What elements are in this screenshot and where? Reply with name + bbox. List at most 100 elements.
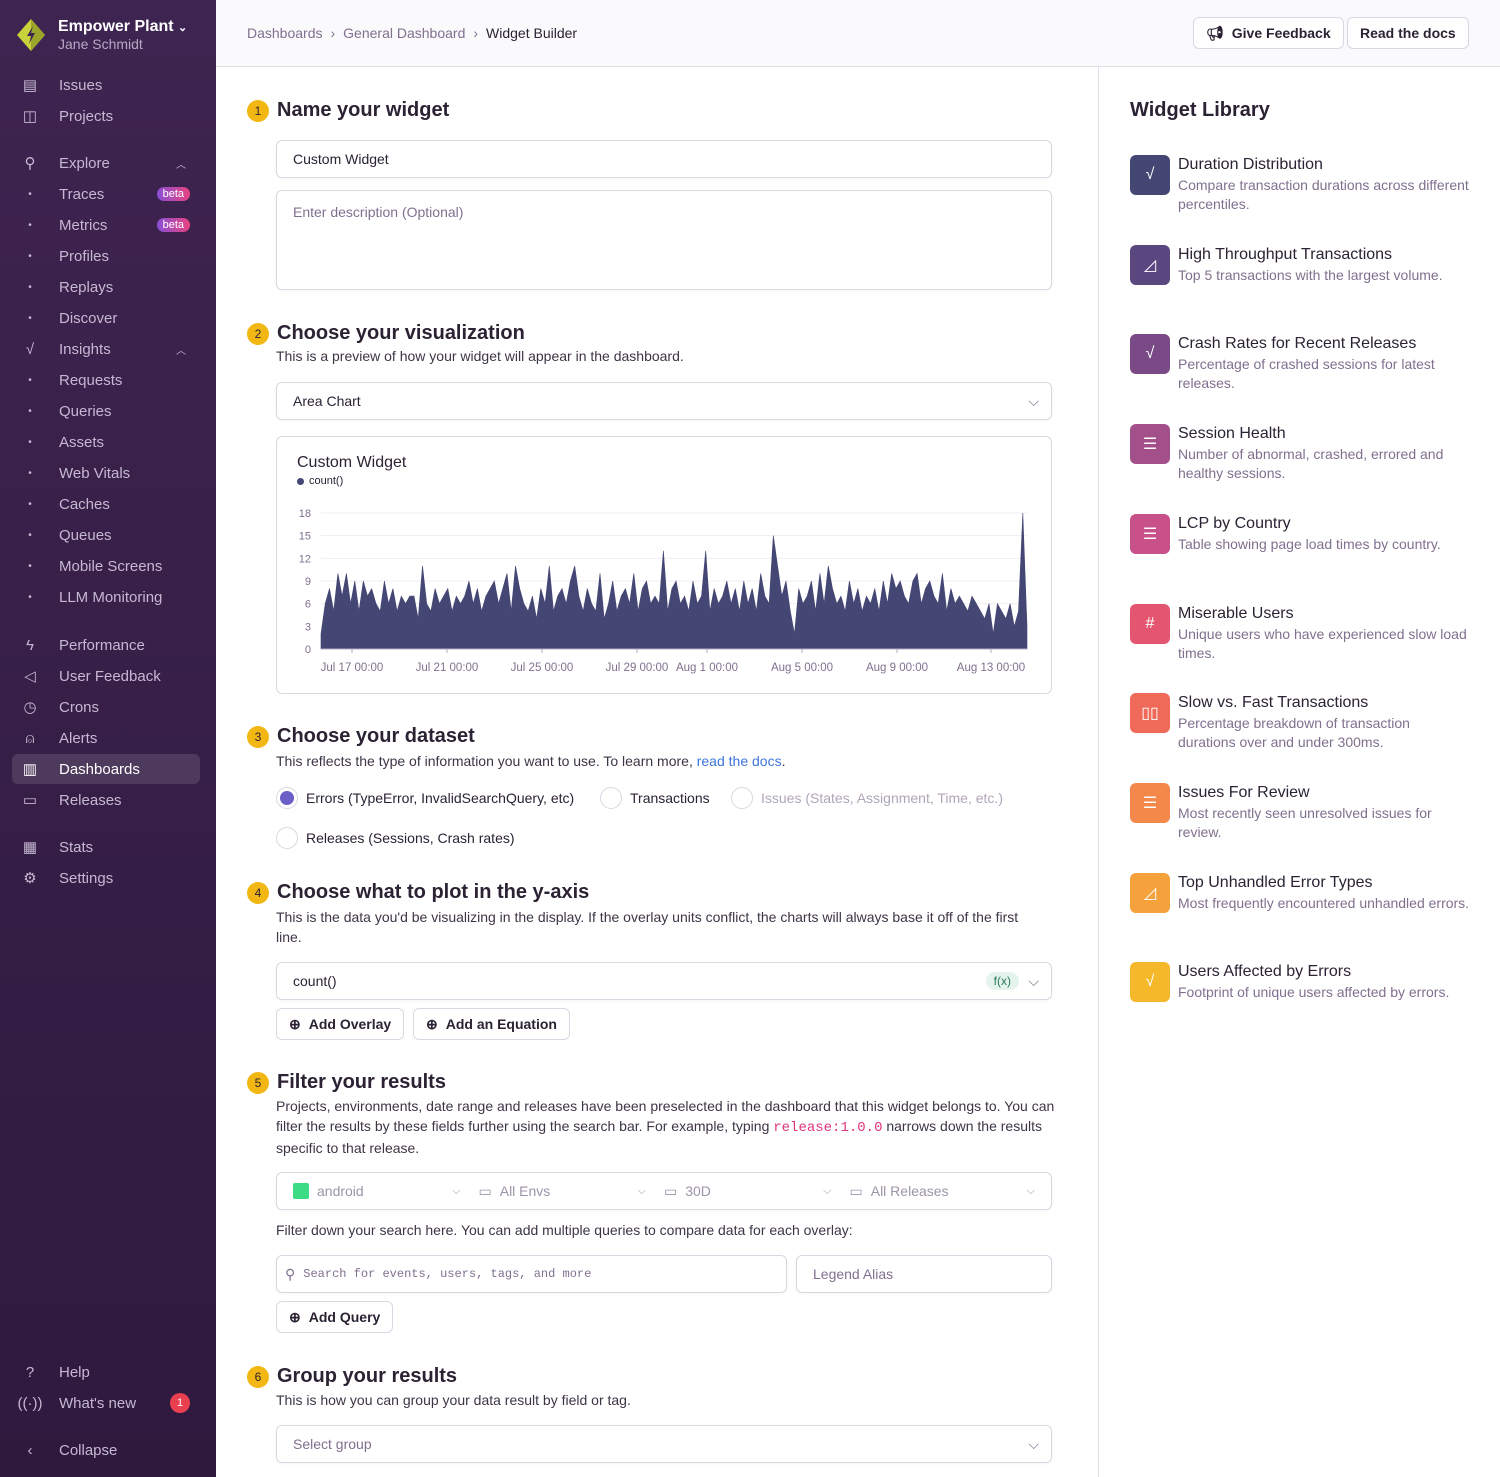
- library-item[interactable]: ◿ Top Unhandled Error Types Most frequentl…: [1130, 872, 1470, 913]
- step-2-header: 2 Choose your visualization: [247, 322, 525, 345]
- library-item[interactable]: ☰ Session Health Number of abnormal, crash…: [1130, 424, 1470, 483]
- breadcrumb-dashboards[interactable]: Dashboards: [247, 25, 323, 41]
- search-input[interactable]: ⚲ Search for events, users, tags, and mor…: [276, 1255, 787, 1293]
- library-item-name: Slow vs. Fast Transactions: [1178, 694, 1369, 712]
- add-query-button[interactable]: ⊕ Add Query: [276, 1301, 394, 1333]
- sidebar-item-performance[interactable]: ϟ Performance: [12, 630, 200, 660]
- number-icon: #: [1130, 603, 1170, 644]
- legend-dot: [297, 477, 304, 485]
- sidebar-item-replays[interactable]: • Replays: [12, 272, 200, 302]
- bullet-icon: •: [28, 250, 32, 262]
- sidebar-item-dashboards[interactable]: ▥ Dashboards: [12, 754, 200, 784]
- bullet-icon: •: [28, 467, 32, 479]
- library-item[interactable]: ☰ LCP by Country Table showing page load t…: [1130, 513, 1470, 554]
- widget-description-input[interactable]: Enter description (Optional): [276, 190, 1052, 290]
- sidebar-item-queries[interactable]: • Queries: [12, 396, 200, 426]
- group-by-select[interactable]: Select group ⌵: [276, 1425, 1052, 1463]
- sidebar-item-metrics[interactable]: • Metrics beta: [12, 210, 200, 240]
- dataset-issues-radio[interactable]: Issues (States, Assignment, Time, etc.): [731, 787, 1003, 809]
- library-item[interactable]: √ Duration Distribution Compare transactio…: [1130, 155, 1470, 214]
- read-docs-button[interactable]: Read the docs: [1347, 17, 1469, 49]
- sidebar-item-settings[interactable]: ⚙ Settings: [12, 863, 200, 893]
- y-tick-label: 15: [299, 531, 311, 543]
- window-icon: ▭: [478, 1182, 492, 1199]
- add-circle-icon: ⊕: [426, 1015, 438, 1032]
- org-switcher[interactable]: Empower Plant ⌄ Jane Schmidt: [16, 18, 187, 52]
- sidebar-item-user-feedback[interactable]: ◁ User Feedback: [12, 661, 200, 691]
- add-overlay-button[interactable]: ⊕ Add Overlay: [276, 1008, 405, 1040]
- gear-icon: ⚙: [23, 870, 37, 887]
- widget-name-input[interactable]: Custom Widget: [276, 140, 1052, 178]
- bullet-icon: •: [28, 436, 32, 448]
- sidebar-item-releases[interactable]: ▭ Releases: [12, 785, 200, 815]
- y-tick-label: 12: [299, 553, 311, 565]
- dataset-transactions-radio[interactable]: Transactions: [600, 787, 710, 809]
- release-filter[interactable]: ▭ All Releases ⌵: [849, 1182, 1036, 1200]
- project-filter[interactable]: android ⌵: [293, 1183, 479, 1199]
- library-item[interactable]: ☰ Issues For Review Most recently seen unr…: [1130, 782, 1470, 842]
- sidebar-item-label: LLM Monitoring: [59, 588, 163, 606]
- library-item[interactable]: √ Crash Rates for Recent Releases Percenta…: [1130, 334, 1470, 393]
- calendar-icon: ▭: [664, 1182, 678, 1199]
- library-item-name: Users Affected by Errors: [1178, 963, 1352, 981]
- y-tick-label: 18: [299, 508, 311, 520]
- give-feedback-button[interactable]: 📢︎ Give Feedback: [1193, 17, 1344, 49]
- chevron-up-icon: ︿: [176, 159, 186, 171]
- dataset-errors-radio[interactable]: Errors (TypeError, InvalidSearchQuery, e…: [276, 787, 574, 809]
- environment-filter[interactable]: ▭ All Envs ⌵: [478, 1182, 647, 1200]
- library-item[interactable]: √ Users Affected by Errors Footprint of un…: [1130, 962, 1470, 1003]
- stats-icon: ▦: [22, 839, 38, 856]
- y-axis-field-select[interactable]: count() f(x) ⌵: [276, 962, 1052, 1000]
- step-6-desc: This is how you can group your data resu…: [276, 1392, 631, 1408]
- sidebar-item-mobile-screens[interactable]: • Mobile Screens: [12, 551, 200, 581]
- add-equation-button[interactable]: ⊕ Add an Equation: [413, 1008, 570, 1040]
- projects-icon: ◫: [22, 108, 38, 125]
- library-item-desc: Table showing page load times by country…: [1178, 535, 1441, 552]
- visualization-select[interactable]: Area Chart ⌵: [276, 382, 1052, 420]
- sidebar-item-profiles[interactable]: • Profiles: [12, 241, 200, 271]
- area-chart: 0 3 6 9 12 15 18 Jul 17 00:00 Jul 21 00:00 Jul 25…: [299, 508, 1028, 674]
- read-docs-link[interactable]: read the docs: [696, 753, 782, 769]
- x-tick-label: Aug 5 00:00: [771, 662, 833, 674]
- legend-alias-input[interactable]: Legend Alias: [796, 1255, 1052, 1293]
- page-filters-bar: android ⌵ ▭ All Envs ⌵ ▭ 30D ⌵ ▭ All Releases ⌵: [276, 1172, 1052, 1210]
- sidebar-item-assets[interactable]: • Assets: [12, 427, 200, 457]
- sidebar-item-collapse[interactable]: ‹ Collapse: [12, 1435, 200, 1465]
- breadcrumb: Dashboards › General Dashboard › Widget Bu…: [247, 25, 578, 41]
- sidebar-item-queues[interactable]: • Queues: [12, 520, 200, 550]
- library-item-desc: Percentage of crashed sessions for lates…: [1178, 356, 1435, 392]
- sidebar-item-label: What's new: [59, 1394, 137, 1412]
- sidebar-item-insights[interactable]: √ Insights ︿: [12, 334, 200, 364]
- step-3-desc: This reflects the type of information yo…: [276, 753, 786, 769]
- sidebar-item-help[interactable]: ? Help: [12, 1357, 200, 1387]
- sidebar: Empower Plant ⌄ Jane Schmidt ▤ Issues ◫ Pro…: [0, 0, 216, 1477]
- library-item-name: Top Unhandled Error Types: [1178, 873, 1373, 891]
- table-icon: ☰: [1130, 513, 1170, 554]
- sidebar-item-requests[interactable]: • Requests: [12, 365, 200, 395]
- android-icon: [293, 1183, 309, 1199]
- sidebar-item-what-s-new[interactable]: ((·)) What's new 1: [12, 1388, 200, 1418]
- library-item[interactable]: ▯▯ Slow vs. Fast Transactions Percentage b…: [1130, 693, 1470, 752]
- sidebar-item-traces[interactable]: • Traces beta: [12, 179, 200, 209]
- step-5-header: 5 Filter your results: [247, 1071, 446, 1094]
- sidebar-item-label: Replays: [59, 278, 114, 296]
- sidebar-item-stats[interactable]: ▦ Stats: [12, 832, 200, 862]
- sidebar-item-explore[interactable]: ⚲ Explore ︿: [12, 148, 200, 178]
- library-item[interactable]: # Miserable Users Unique users who have ex…: [1130, 603, 1470, 663]
- area-chart-icon: ◿: [1130, 244, 1170, 285]
- breadcrumb-general-dashboard[interactable]: General Dashboard: [343, 25, 466, 41]
- sidebar-item-label: Profiles: [59, 247, 110, 265]
- sidebar-item-llm-monitoring[interactable]: • LLM Monitoring: [12, 582, 200, 612]
- sidebar-item-projects[interactable]: ◫ Projects: [12, 101, 200, 131]
- library-item[interactable]: ◿ High Throughput Transactions Top 5 trans…: [1130, 244, 1470, 285]
- sidebar-item-alerts[interactable]: ⍝ Alerts: [12, 723, 200, 753]
- sidebar-item-caches[interactable]: • Caches: [12, 489, 200, 519]
- sidebar-item-label: Explore: [59, 154, 110, 172]
- sidebar-item-discover[interactable]: • Discover: [12, 303, 200, 333]
- sidebar-item-crons[interactable]: ◷ Crons: [12, 692, 200, 722]
- beta-badge: beta: [156, 218, 190, 232]
- date-filter[interactable]: ▭ 30D ⌵: [664, 1182, 832, 1200]
- sidebar-item-web-vitals[interactable]: • Web Vitals: [12, 458, 200, 488]
- dataset-releases-radio[interactable]: Releases (Sessions, Crash rates): [276, 827, 515, 849]
- sidebar-item-issues[interactable]: ▤ Issues: [12, 70, 200, 100]
